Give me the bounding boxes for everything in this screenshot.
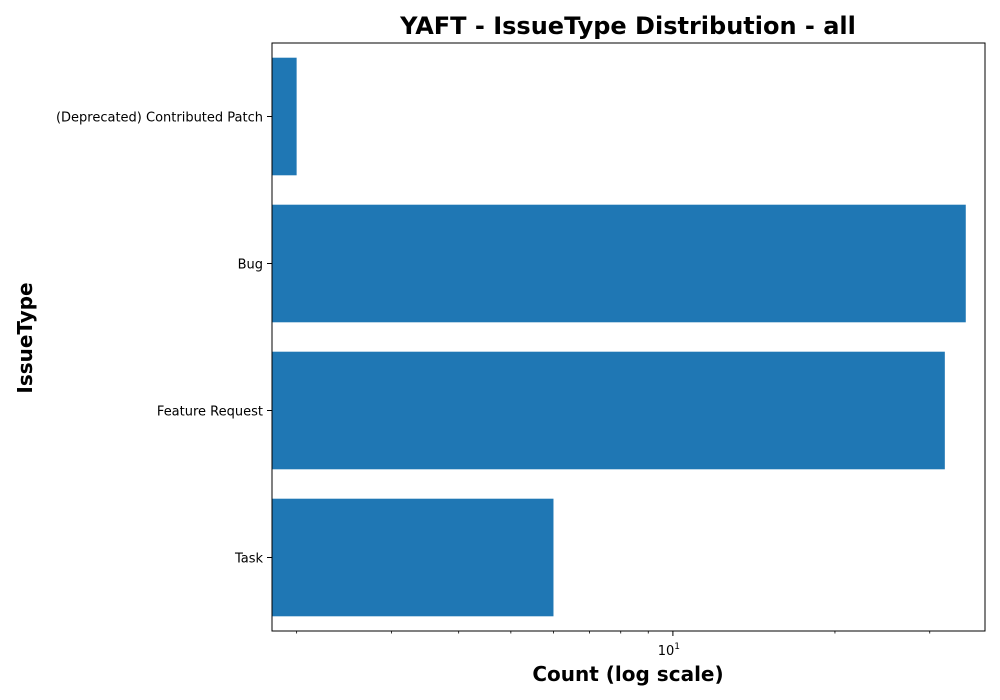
bar-feature-request — [272, 351, 945, 470]
bar-bug — [272, 204, 966, 323]
y-tick-label: Task — [234, 552, 264, 567]
bar-task — [272, 498, 554, 617]
y-tick-label: Bug — [238, 258, 263, 273]
x-axis-label: Count (log scale) — [532, 662, 723, 686]
chart-title: YAFT - IssueType Distribution - all — [399, 12, 856, 40]
y-axis-label: IssueType — [13, 282, 37, 393]
y-tick-label: Feature Request — [157, 405, 263, 420]
bars-layer — [272, 57, 966, 617]
x-axis-ticks: 101 — [296, 631, 931, 659]
y-tick-label: (Deprecated) Contributed Patch — [56, 111, 263, 126]
y-axis-ticks: (Deprecated) Contributed Patch Bug Feature… — [56, 111, 272, 567]
bar-deprecated-contributed-patch — [272, 57, 297, 176]
x-tick-label: 101 — [658, 642, 680, 659]
plot-area-frame — [271, 42, 986, 632]
